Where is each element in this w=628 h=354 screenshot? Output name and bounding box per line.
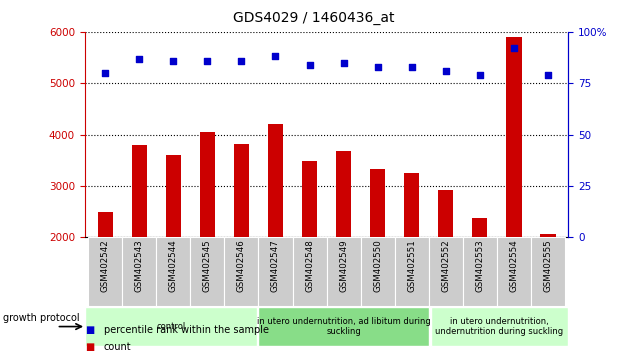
Text: GSM402554: GSM402554 (509, 239, 518, 292)
Bar (463, 237, 497, 306)
Point (441, 68, 451, 74)
Point (407, 64, 417, 70)
Bar (234, 144, 249, 340)
Bar (190, 237, 224, 306)
Text: in utero undernutrition,
undernutrition during suckling: in utero undernutrition, undernutrition … (435, 317, 563, 336)
Bar (132, 145, 147, 340)
Bar (360, 237, 394, 306)
Bar (404, 173, 420, 340)
Text: GSM402551: GSM402551 (407, 239, 416, 292)
Bar (259, 237, 293, 306)
Point (168, 58, 178, 63)
Text: GSM402543: GSM402543 (135, 239, 144, 292)
Point (100, 70, 111, 76)
Text: GSM402546: GSM402546 (237, 239, 246, 292)
Bar (531, 237, 565, 306)
Point (271, 54, 281, 59)
Point (236, 58, 246, 63)
Bar (200, 132, 215, 340)
Bar (166, 155, 181, 340)
Bar (431, 307, 568, 346)
Bar (336, 151, 351, 340)
Bar (293, 237, 327, 306)
Text: GDS4029 / 1460436_at: GDS4029 / 1460436_at (233, 11, 395, 25)
Text: ■: ■ (85, 342, 95, 352)
Bar (540, 234, 556, 340)
Text: GSM402553: GSM402553 (475, 239, 484, 292)
Point (305, 62, 315, 68)
Text: GSM402552: GSM402552 (441, 239, 450, 292)
Text: GSM402550: GSM402550 (373, 239, 382, 292)
Text: GSM402549: GSM402549 (339, 239, 348, 292)
Bar (88, 237, 122, 306)
Bar (268, 124, 283, 340)
Text: ■: ■ (85, 325, 95, 335)
Point (475, 72, 485, 78)
Bar (122, 237, 156, 306)
Bar (370, 169, 386, 340)
Bar (156, 237, 190, 306)
Text: count: count (104, 342, 131, 352)
Bar (438, 190, 453, 340)
Bar (327, 237, 360, 306)
Bar (497, 237, 531, 306)
Point (509, 45, 519, 51)
Text: GSM402542: GSM402542 (100, 239, 110, 292)
Text: GSM402547: GSM402547 (271, 239, 280, 292)
Bar (224, 237, 259, 306)
Text: in utero undernutrition, ad libitum during
suckling: in utero undernutrition, ad libitum duri… (257, 317, 431, 336)
Bar (85, 307, 257, 346)
Bar (429, 237, 463, 306)
Bar (394, 237, 429, 306)
Point (543, 72, 553, 78)
Text: percentile rank within the sample: percentile rank within the sample (104, 325, 269, 335)
Bar (472, 218, 487, 340)
Point (372, 64, 382, 70)
Text: GSM402544: GSM402544 (169, 239, 178, 292)
Text: GSM402548: GSM402548 (305, 239, 314, 292)
Point (202, 58, 212, 63)
Bar (506, 37, 521, 340)
Bar (302, 161, 317, 340)
Point (134, 56, 144, 61)
Text: growth protocol: growth protocol (3, 313, 80, 323)
Text: control: control (156, 322, 186, 331)
Point (338, 60, 349, 65)
Bar (258, 307, 430, 346)
Text: GSM402555: GSM402555 (543, 239, 553, 292)
Text: GSM402545: GSM402545 (203, 239, 212, 292)
Bar (97, 211, 113, 340)
